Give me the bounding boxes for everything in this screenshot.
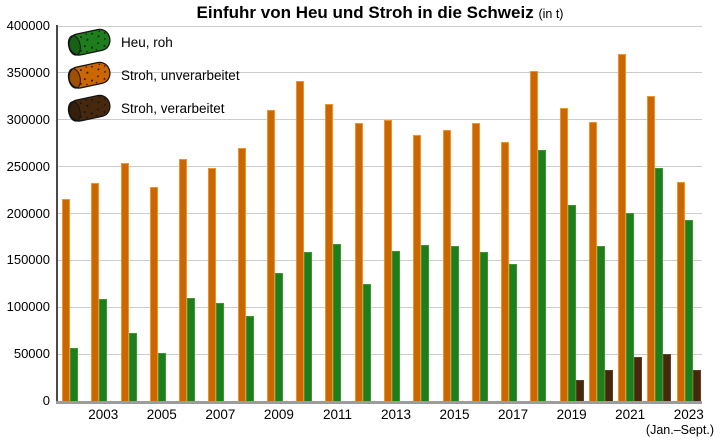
x-axis-tick-label: 2019 [556,407,587,422]
bar-stroh-unverarbeitet-2003 [91,183,100,401]
y-axis-tick-label: 150000 [6,252,50,268]
gridline [58,119,702,121]
x-axis-tick-label: 2023 [673,407,704,422]
bar-heu-roh-2002 [70,348,78,401]
orange-straw-bale-icon [62,60,114,91]
legend-item: Heu, roh [62,26,240,59]
bar-stroh-unverarbeitet-2002 [62,199,70,401]
y-axis-tick-label: 400000 [6,18,50,33]
plot-area: Heu, roh Stroh, unverarbeitet Stroh, verar… [7,18,714,437]
gridline [58,213,702,214]
x-axis-tick-label: 2021 [615,407,646,422]
bar-stroh-unverarbeitet-2009 [266,110,275,401]
bar-stroh-verarbeitet-2019 [575,380,584,401]
green-hay-bale-icon [62,27,114,58]
legend-item: Stroh, verarbeitet [62,92,240,125]
bar-heu-roh-2008 [245,316,254,401]
gridline [58,72,702,74]
bar-stroh-unverarbeitet-2017 [501,142,510,401]
y-axis-tick-label: 50000 [13,346,50,362]
bar-stroh-unverarbeitet-2004 [120,163,129,401]
bar-heu-roh-2022 [655,168,664,401]
bar-stroh-unverarbeitet-2013 [384,120,392,401]
bar-stroh-unverarbeitet-2023 [676,182,685,401]
x-axis-tick-label: 2003 [88,407,119,422]
x-axis-tick-label: 2011 [322,407,352,422]
x-axis-tick-label: 2015 [439,407,470,422]
legend-item-label: Stroh, unverarbeitet [121,68,240,83]
bar-heu-roh-2013 [392,251,400,401]
bar-stroh-verarbeitet-2023 [692,370,701,401]
x-axis-tick-label: 2007 [205,407,236,422]
x-axis-note: (Jan.–Sept.) [645,423,714,437]
x-axis-tick-label: 2013 [380,407,412,422]
y-axis-tick-label: 0 [42,393,50,408]
y-axis-tick-label: 350000 [6,64,50,80]
bar-stroh-unverarbeitet-2007 [208,168,217,401]
legend-item-label: Heu, roh [121,35,173,50]
bar-stroh-verarbeitet-2021 [634,357,643,401]
bar-stroh-verarbeitet-2020 [604,370,613,401]
chart-title-text: Einfuhr von Heu und Stroh in die Schweiz [196,3,534,22]
bar-stroh-unverarbeitet-2018 [530,71,539,401]
bar-stroh-unverarbeitet-2020 [588,122,597,401]
bar-heu-roh-2007 [216,303,225,401]
bar-stroh-unverarbeitet-2015 [442,130,451,401]
bar-heu-roh-2014 [421,245,430,401]
bar-stroh-unverarbeitet-2022 [647,96,656,401]
bar-heu-roh-2017 [509,264,518,401]
bar-stroh-unverarbeitet-2016 [471,123,480,401]
chart-title-unit: (in t) [538,7,564,21]
bar-heu-roh-2019 [567,205,576,401]
bar-heu-roh-2005 [157,353,166,401]
y-axis-tick-label: 200000 [6,205,50,221]
bar-stroh-unverarbeitet-2006 [179,159,188,401]
bar-stroh-verarbeitet-2022 [663,354,672,401]
bar-stroh-unverarbeitet-2008 [237,148,246,401]
y-axis-line [56,25,58,404]
bar-stroh-unverarbeitet-2021 [618,54,627,401]
gridline [58,259,702,261]
bar-heu-roh-2020 [596,246,605,401]
x-axis-tick-label: 2005 [146,407,177,422]
bar-heu-roh-2016 [479,252,488,401]
gridline [58,306,702,308]
x-axis-tick-label: 2009 [263,407,294,422]
x-axis-tick-label: 2017 [498,407,529,422]
legend-item: Stroh, unverarbeitet [62,59,240,92]
bar-heu-roh-2003 [99,299,108,401]
bar-heu-roh-2018 [538,150,547,401]
bar-heu-roh-2023 [684,220,693,401]
bar-heu-roh-2009 [274,273,283,401]
bar-stroh-unverarbeitet-2005 [149,187,158,401]
chart-title: Einfuhr von Heu und Stroh in die Schweiz… [58,3,702,23]
bar-heu-roh-2015 [450,246,459,401]
bar-stroh-unverarbeitet-2014 [413,135,422,401]
gridline [58,25,702,27]
legend-item-label: Stroh, verarbeitet [121,101,225,116]
bar-stroh-unverarbeitet-2012 [354,123,363,401]
bar-stroh-unverarbeitet-2010 [296,81,305,401]
bar-heu-roh-2010 [304,252,313,401]
y-axis-tick-label: 250000 [6,158,50,174]
bar-heu-roh-2006 [187,298,196,401]
brown-straw-bale-icon [62,93,114,124]
y-axis-tick-label: 100000 [6,299,50,315]
bar-heu-roh-2012 [362,284,371,401]
gridline [58,353,702,355]
bar-heu-roh-2004 [128,333,137,401]
gridline [58,166,702,168]
y-axis-tick-label: 300000 [6,111,50,127]
bar-stroh-unverarbeitet-2019 [559,108,568,401]
legend: Heu, roh Stroh, unverarbeitet Stroh, verar… [62,26,240,125]
bar-heu-roh-2021 [626,213,635,401]
x-axis-line [56,401,702,404]
bar-heu-roh-2011 [333,244,342,401]
bar-stroh-unverarbeitet-2011 [325,104,334,401]
